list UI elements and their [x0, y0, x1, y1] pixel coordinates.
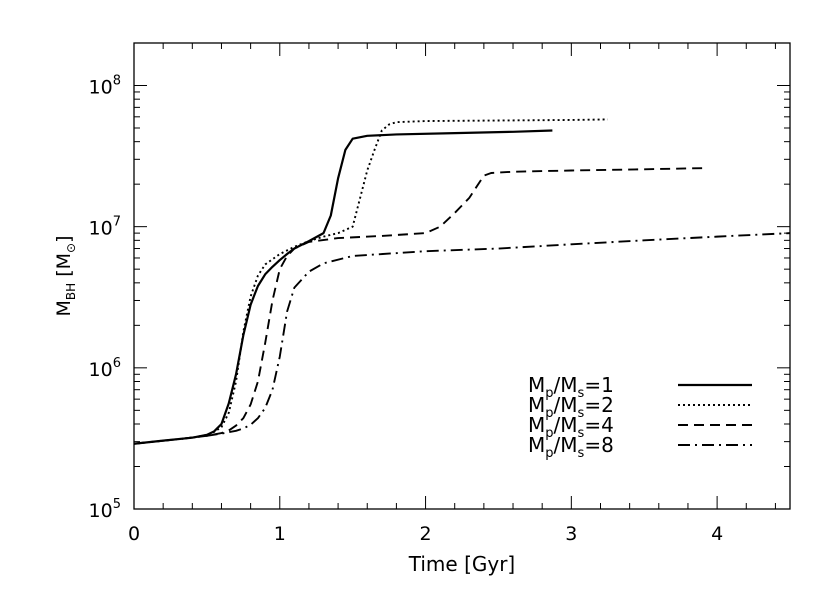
legend-item-1: Mp/Ms=1: [528, 373, 752, 401]
series-line-4: [133, 232, 791, 445]
y-axis-title-base: M: [53, 300, 75, 316]
legend-label-b: /M: [554, 433, 578, 457]
legend-label-c: =8: [584, 433, 613, 457]
legend-item-2: Mp/Ms=2: [528, 393, 752, 421]
y-tick-base: 10: [89, 76, 113, 98]
legend-label-a-sub: p: [545, 426, 553, 441]
y-tick-label: 108: [89, 73, 121, 98]
y-axis-title-sub: BH: [64, 283, 78, 300]
legend-label-b: /M: [554, 393, 578, 417]
x-tick-label: 4: [711, 523, 723, 545]
legend-label-c: =1: [584, 373, 613, 397]
legend-item-3: Mp/Ms=4: [528, 413, 752, 441]
series-line-2: [133, 118, 608, 445]
legend-label-a: M: [528, 373, 545, 397]
x-axis-title: Time [Gyr]: [408, 552, 515, 576]
lines-layer: [133, 118, 791, 445]
plot-frame: [133, 42, 791, 510]
y-tick-base: 10: [89, 218, 113, 240]
y-tick-base: 10: [89, 500, 113, 522]
y-axis-title: MBH [M⊙]: [53, 235, 78, 316]
y-tick-exponent: 8: [113, 73, 121, 88]
y-axis-title-unit-sub: ⊙: [64, 243, 78, 253]
y-tick-label: 106: [89, 356, 121, 381]
x-tick-label: 2: [420, 523, 432, 545]
legend-label-b: /M: [554, 413, 578, 437]
legend-label: Mp/Ms=4: [528, 413, 614, 441]
ticks-layer: [133, 42, 790, 510]
legend-label-a: M: [528, 393, 545, 417]
y-tick-label: 107: [89, 215, 121, 240]
legend-label-c: =4: [584, 413, 613, 437]
x-tick-label: 0: [128, 523, 140, 545]
legend-label-a: M: [528, 433, 545, 457]
y-tick-label: 105: [89, 497, 121, 522]
y-tick-exponent: 6: [113, 356, 121, 371]
y-tick-exponent: 7: [113, 215, 121, 230]
legend-label-b-sub: s: [578, 406, 585, 421]
legend-label-b-sub: s: [578, 386, 585, 401]
x-tick-label: 3: [565, 523, 577, 545]
legend-label-a-sub: p: [545, 406, 553, 421]
legend-label-b-sub: s: [578, 426, 585, 441]
y-axis-title-unit-close: ]: [53, 235, 75, 242]
series-line-3: [133, 167, 707, 445]
legend-label: Mp/Ms=1: [528, 373, 614, 401]
y-tick-exponent: 5: [113, 497, 121, 512]
x-tick-label: 1: [274, 523, 286, 545]
legend: Mp/Ms=1Mp/Ms=2Mp/Ms=4Mp/Ms=8: [528, 373, 752, 461]
legend-label-b: /M: [554, 373, 578, 397]
series-line-1: [133, 129, 553, 445]
y-axis-title-unit: [M: [53, 253, 75, 283]
legend-label: Mp/Ms=8: [528, 433, 614, 461]
y-tick-base: 10: [89, 359, 113, 381]
legend-label-a-sub: p: [545, 386, 553, 401]
legend-label-a: M: [528, 413, 545, 437]
legend-label-c: =2: [584, 393, 613, 417]
legend-label-a-sub: p: [545, 446, 553, 461]
legend-item-4: Mp/Ms=8: [528, 433, 752, 461]
legend-label: Mp/Ms=2: [528, 393, 614, 421]
legend-label-b-sub: s: [578, 446, 585, 461]
